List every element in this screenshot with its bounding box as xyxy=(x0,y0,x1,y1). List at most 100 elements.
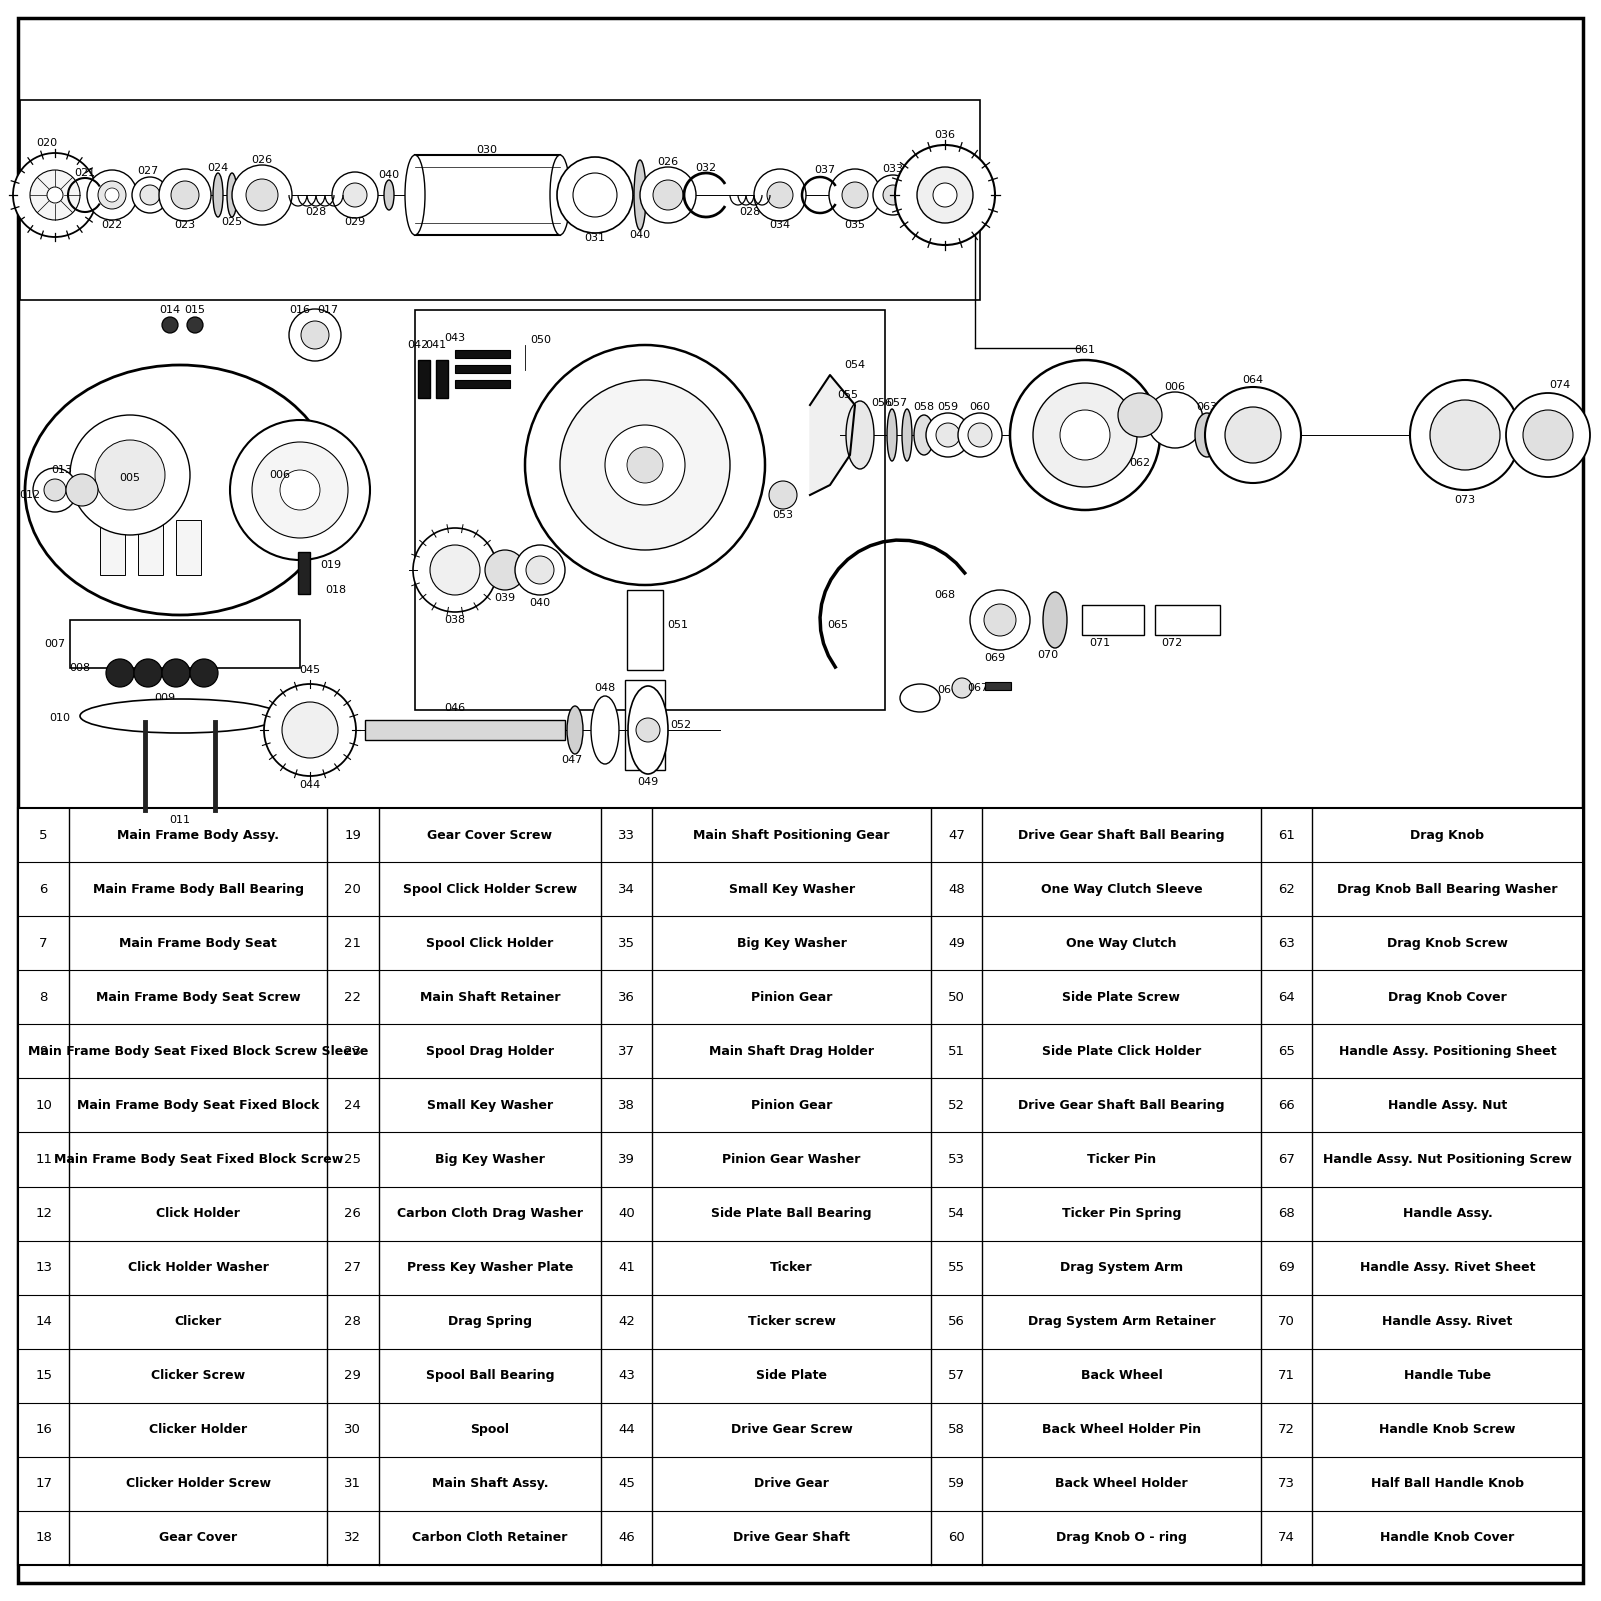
Ellipse shape xyxy=(901,408,913,461)
Text: 040: 040 xyxy=(530,599,551,608)
Text: 60: 60 xyxy=(948,1532,965,1545)
Text: Handle Assy.: Handle Assy. xyxy=(1402,1207,1492,1220)
Text: 062: 062 xyxy=(1129,458,1151,467)
Text: 020: 020 xyxy=(37,138,58,147)
Text: 008: 008 xyxy=(69,663,90,672)
Text: 38: 38 xyxy=(618,1098,636,1111)
Text: Drive Gear Shaft: Drive Gear Shaft xyxy=(733,1532,850,1545)
Bar xyxy=(298,552,311,594)
Text: Main Shaft Assy.: Main Shaft Assy. xyxy=(432,1478,548,1491)
Text: Spool: Spool xyxy=(471,1423,509,1436)
Circle shape xyxy=(331,171,378,218)
Circle shape xyxy=(653,179,684,210)
Text: Back Wheel: Back Wheel xyxy=(1081,1369,1162,1382)
Ellipse shape xyxy=(887,408,897,461)
Text: 051: 051 xyxy=(668,620,688,631)
Text: 053: 053 xyxy=(773,511,794,520)
Text: 045: 045 xyxy=(299,664,320,676)
Circle shape xyxy=(628,447,663,484)
Text: 8: 8 xyxy=(40,991,48,1004)
Text: 31: 31 xyxy=(344,1478,362,1491)
Text: 15: 15 xyxy=(35,1369,53,1382)
Circle shape xyxy=(106,660,134,687)
Text: 61: 61 xyxy=(1278,829,1295,842)
Text: 10: 10 xyxy=(35,1098,53,1111)
Text: 043: 043 xyxy=(445,333,466,343)
Circle shape xyxy=(970,591,1029,650)
Text: 56: 56 xyxy=(948,1314,965,1329)
Circle shape xyxy=(873,175,913,215)
Text: 32: 32 xyxy=(344,1532,362,1545)
Circle shape xyxy=(933,183,957,207)
Circle shape xyxy=(413,528,496,612)
Text: Drag Knob O - ring: Drag Knob O - ring xyxy=(1057,1532,1186,1545)
Text: Drag Spring: Drag Spring xyxy=(448,1314,532,1329)
Text: 69: 69 xyxy=(1278,1262,1295,1274)
Text: 24: 24 xyxy=(344,1098,362,1111)
Circle shape xyxy=(1225,407,1281,463)
Text: 015: 015 xyxy=(184,306,205,315)
Text: Side Plate: Side Plate xyxy=(756,1369,828,1382)
Text: Handle Knob Screw: Handle Knob Screw xyxy=(1380,1423,1516,1436)
Text: Main Frame Body Ball Bearing: Main Frame Body Ball Bearing xyxy=(93,882,304,895)
Text: Main Frame Body Seat Fixed Block: Main Frame Body Seat Fixed Block xyxy=(77,1098,320,1111)
Text: 9: 9 xyxy=(40,1045,48,1058)
Ellipse shape xyxy=(227,173,237,218)
Text: 66: 66 xyxy=(1278,1098,1295,1111)
Text: 017: 017 xyxy=(317,306,338,315)
Text: Drag System Arm: Drag System Arm xyxy=(1060,1262,1183,1274)
Text: 025: 025 xyxy=(221,218,243,227)
Text: Carbon Cloth Drag Washer: Carbon Cloth Drag Washer xyxy=(397,1207,583,1220)
Text: 040: 040 xyxy=(378,170,400,179)
Circle shape xyxy=(191,660,218,687)
Text: 19: 19 xyxy=(344,829,362,842)
Text: 36: 36 xyxy=(618,991,636,1004)
Text: 010: 010 xyxy=(50,712,70,724)
Ellipse shape xyxy=(213,173,223,218)
Circle shape xyxy=(187,317,203,333)
Bar xyxy=(455,351,511,359)
Text: 53: 53 xyxy=(948,1153,965,1166)
Bar xyxy=(176,520,202,575)
Text: Handle Knob Cover: Handle Knob Cover xyxy=(1380,1532,1515,1545)
Text: Drag Knob Cover: Drag Knob Cover xyxy=(1388,991,1507,1004)
Text: Side Plate Click Holder: Side Plate Click Holder xyxy=(1042,1045,1201,1058)
Circle shape xyxy=(1523,410,1574,459)
Text: 066: 066 xyxy=(938,685,959,695)
Text: 061: 061 xyxy=(1074,344,1095,355)
Circle shape xyxy=(768,480,797,509)
Text: 67: 67 xyxy=(1278,1153,1295,1166)
Circle shape xyxy=(66,474,98,506)
Circle shape xyxy=(343,183,367,207)
Text: 72: 72 xyxy=(1278,1423,1295,1436)
Text: 011: 011 xyxy=(170,815,191,825)
Text: 27: 27 xyxy=(344,1262,362,1274)
Bar xyxy=(19,99,980,299)
Circle shape xyxy=(917,167,973,223)
Text: 034: 034 xyxy=(770,219,791,231)
Text: 039: 039 xyxy=(495,592,516,604)
Text: 073: 073 xyxy=(1454,495,1476,504)
Bar xyxy=(435,360,448,399)
Text: Main Shaft Positioning Gear: Main Shaft Positioning Gear xyxy=(693,829,890,842)
Text: Big Key Washer: Big Key Washer xyxy=(435,1153,544,1166)
Text: 009: 009 xyxy=(154,693,176,703)
Circle shape xyxy=(605,424,685,504)
Text: Main Frame Body Seat Screw: Main Frame Body Seat Screw xyxy=(96,991,301,1004)
Text: 20: 20 xyxy=(344,882,362,895)
Circle shape xyxy=(171,181,199,210)
Bar xyxy=(628,591,663,669)
Text: 34: 34 xyxy=(618,882,636,895)
Text: Drive Gear: Drive Gear xyxy=(754,1478,829,1491)
Text: 6: 6 xyxy=(40,882,48,895)
Ellipse shape xyxy=(80,700,280,733)
Bar xyxy=(365,720,565,740)
Bar xyxy=(985,682,1010,690)
Text: 13: 13 xyxy=(35,1262,53,1274)
Text: 68: 68 xyxy=(1278,1207,1295,1220)
Circle shape xyxy=(636,717,660,741)
Text: Gear Cover: Gear Cover xyxy=(158,1532,237,1545)
Text: 069: 069 xyxy=(985,653,1005,663)
Text: 058: 058 xyxy=(914,402,935,411)
Text: 056: 056 xyxy=(871,399,892,408)
